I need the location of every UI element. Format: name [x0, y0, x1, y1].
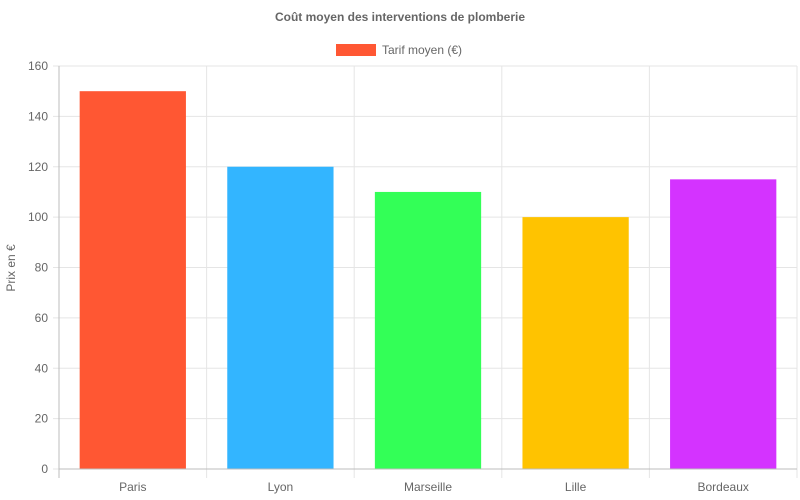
- bar-paris[interactable]: [79, 91, 186, 469]
- bar-bordeaux[interactable]: [670, 179, 777, 469]
- legend-swatch: [336, 44, 376, 56]
- y-tick-label: 40: [35, 361, 49, 375]
- y-tick-label: 100: [28, 210, 48, 224]
- legend-label: Tarif moyen (€): [382, 43, 462, 57]
- y-tick-label: 60: [35, 311, 49, 325]
- x-tick-label: Lille: [565, 480, 587, 494]
- bar-lille[interactable]: [522, 217, 629, 469]
- y-axis-title: Prix en €: [4, 244, 18, 292]
- y-tick-label: 120: [28, 160, 48, 174]
- y-tick-label: 160: [28, 59, 48, 73]
- bar-lyon[interactable]: [227, 166, 334, 469]
- x-tick-label: Lyon: [268, 480, 294, 494]
- y-tick-label: 80: [35, 261, 49, 275]
- x-tick-label: Paris: [119, 480, 146, 494]
- axes: [58, 66, 797, 478]
- y-axis-ticks: 0 20 40 60 80 100 120 140 160: [28, 59, 48, 476]
- y-tick-label: 140: [28, 109, 48, 123]
- x-tick-label: Bordeaux: [698, 480, 749, 494]
- chart-title: Coût moyen des interventions de plomberi…: [275, 10, 525, 24]
- y-tick-label: 0: [41, 462, 48, 476]
- x-axis-ticks: Paris Lyon Marseille Lille Bordeaux: [119, 480, 749, 494]
- legend[interactable]: Tarif moyen (€): [336, 43, 462, 57]
- bars: [79, 91, 777, 469]
- y-tick-label: 20: [35, 412, 49, 426]
- x-tick-label: Marseille: [404, 480, 452, 494]
- bar-marseille[interactable]: [374, 191, 482, 469]
